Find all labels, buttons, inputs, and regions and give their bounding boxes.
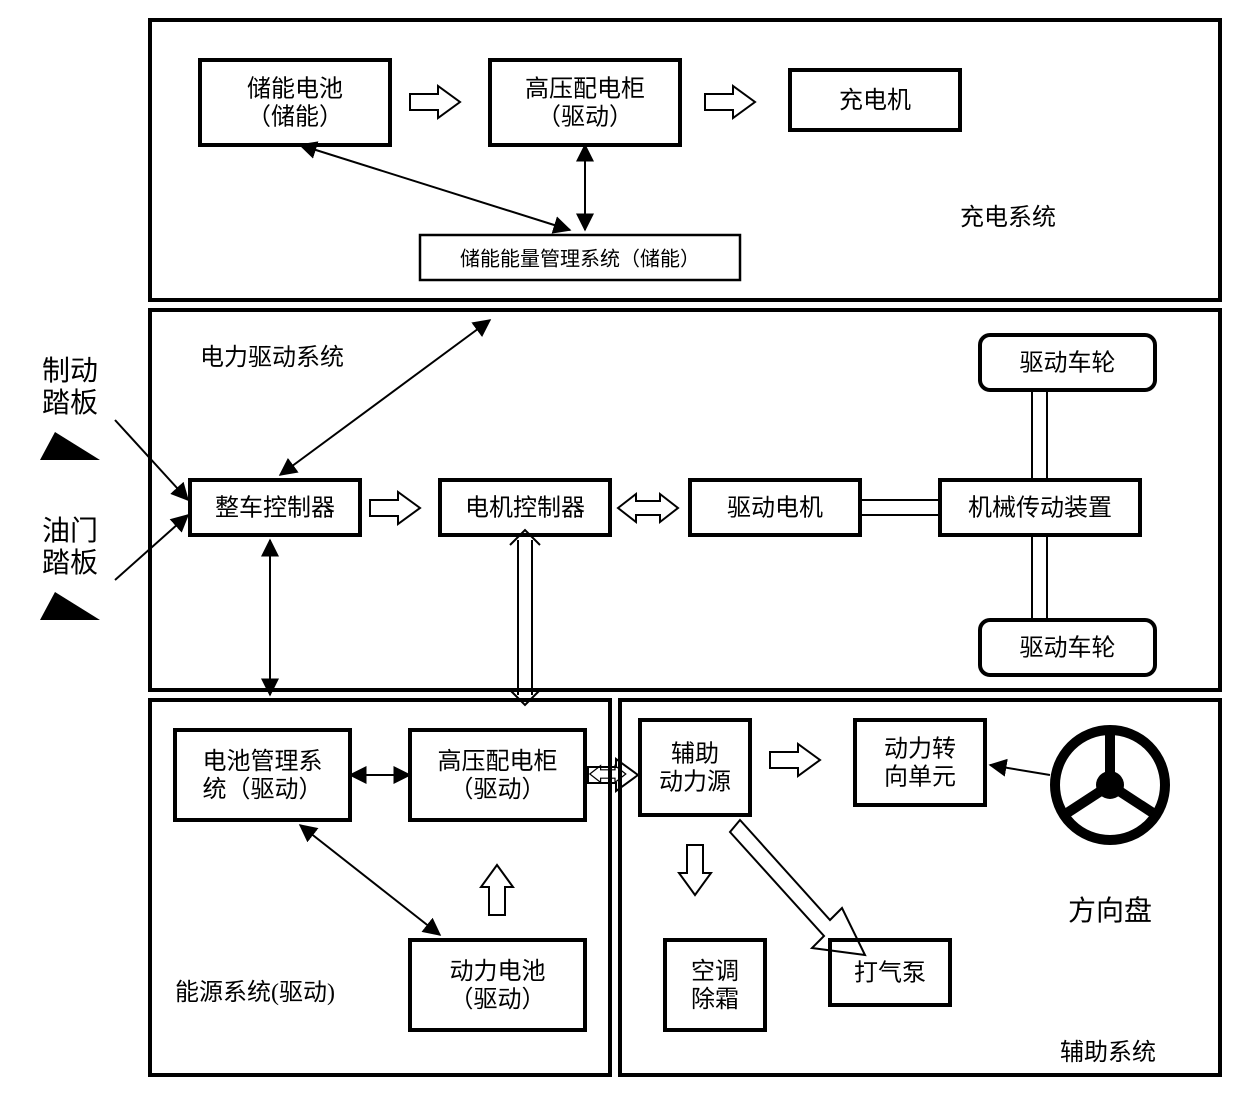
box-ac-l2: 除霜 [691,986,739,1013]
box-ac-l1: 空调 [691,958,739,985]
box-hv_cabinet1-l1: 高压配电柜 [525,76,645,103]
brake-pedal-icon: 制动 踏板 [40,355,100,460]
box-steer_unit-l1: 动力转 [884,736,956,763]
box-bms-l1: 电池管理系 [203,748,323,775]
steering-wheel-label: 方向盘 [1068,895,1152,927]
box-hv_cabinet1-l2: （驱动） [537,104,633,131]
box-steer_unit: 动力转向单元 [855,720,985,805]
box-hv_cabinet2-l1: 高压配电柜 [438,748,558,775]
steering-wheel-icon: 方向盘 [1055,730,1165,927]
throttle-pedal-icon: 油门 踏板 [40,515,100,620]
box-motor_ctrl-label: 电机控制器 [465,495,585,522]
box-power_batt-l2: （驱动） [450,986,546,1013]
box-vcu-label: 整车控制器 [215,495,335,522]
box-ac: 空调除霜 [665,940,765,1030]
box-charger-label: 充电机 [839,87,911,114]
box-steer_unit-l2: 向单元 [884,764,956,791]
box-bms-l2: 统（驱动） [203,776,323,803]
box-motor-label: 驱动电机 [727,495,823,522]
box-motor: 驱动电机 [690,480,860,535]
box-power_batt: 动力电池（驱动） [410,940,585,1030]
box-aux_src-l2: 动力源 [659,769,731,796]
box-battery_store-l1: 储能电池 [247,76,343,103]
energy-title: 能源系统(驱动) [175,979,335,1006]
box-wheel_top-label: 驱动车轮 [1020,350,1116,377]
svg-text:制动: 制动 [42,355,98,387]
aux-title: 辅助系统 [1060,1039,1156,1066]
box-ems-label: 储能能量管理系统（储能） [460,248,700,271]
box-battery_store-l2: （储能） [247,104,343,131]
box-wheel_top: 驱动车轮 [980,335,1155,390]
box-aux_src-l1: 辅助 [671,741,719,768]
box-wheel_bot: 驱动车轮 [980,620,1155,675]
box-mech: 机械传动装置 [940,480,1140,535]
box-pump: 打气泵 [830,940,950,1005]
charge-title: 充电系统 [960,204,1056,231]
box-power_batt-l1: 动力电池 [450,958,546,985]
svg-text:踏板: 踏板 [42,547,98,579]
box-mech-label: 机械传动装置 [968,495,1112,522]
box-ems: 储能能量管理系统（储能） [420,235,740,280]
box-hv_cabinet2: 高压配电柜（驱动） [410,730,585,820]
box-hv_cabinet2-l2: （驱动） [450,776,546,803]
box-bms: 电池管理系统（驱动） [175,730,350,820]
box-vcu: 整车控制器 [190,480,360,535]
box-motor_ctrl: 电机控制器 [440,480,610,535]
box-battery_store: 储能电池（储能） [200,60,390,145]
box-charger: 充电机 [790,70,960,130]
svg-text:踏板: 踏板 [42,387,98,419]
box-hv_cabinet1: 高压配电柜（驱动） [490,60,680,145]
drive-title: 电力驱动系统 [200,344,344,371]
box-aux_src: 辅助动力源 [640,720,750,815]
box-wheel_bot-label: 驱动车轮 [1020,635,1116,662]
box-pump-label: 打气泵 [854,960,926,987]
svg-text:油门: 油门 [42,515,98,547]
